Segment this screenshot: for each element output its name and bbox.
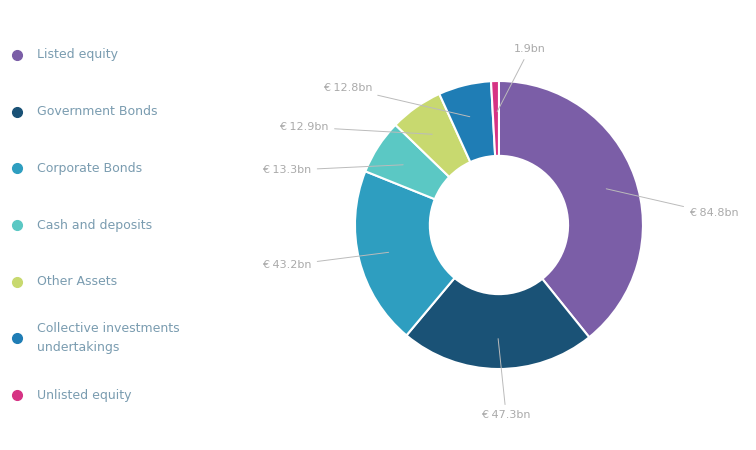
Text: € 12.8bn: € 12.8bn xyxy=(323,83,469,117)
Wedge shape xyxy=(395,94,470,177)
Text: € 47.3bn: € 47.3bn xyxy=(482,339,531,420)
Text: € 84.8bn: € 84.8bn xyxy=(606,189,739,219)
Text: € 12.9bn: € 12.9bn xyxy=(280,122,432,134)
Text: Unlisted equity: Unlisted equity xyxy=(37,389,132,401)
Wedge shape xyxy=(491,81,499,156)
Text: undertakings: undertakings xyxy=(37,342,119,354)
Text: 1.9bn: 1.9bn xyxy=(497,44,545,112)
Text: Corporate Bonds: Corporate Bonds xyxy=(37,162,142,175)
Wedge shape xyxy=(407,278,589,369)
Text: € 13.3bn: € 13.3bn xyxy=(262,165,403,176)
Text: € 43.2bn: € 43.2bn xyxy=(262,252,389,270)
Text: Listed equity: Listed equity xyxy=(37,49,118,61)
Wedge shape xyxy=(499,81,643,337)
Text: Other Assets: Other Assets xyxy=(37,275,117,288)
Wedge shape xyxy=(439,81,495,162)
Text: Collective investments: Collective investments xyxy=(37,323,180,335)
Wedge shape xyxy=(355,171,454,335)
Text: Cash and deposits: Cash and deposits xyxy=(37,219,152,231)
Wedge shape xyxy=(365,125,449,199)
Text: Government Bonds: Government Bonds xyxy=(37,105,157,118)
